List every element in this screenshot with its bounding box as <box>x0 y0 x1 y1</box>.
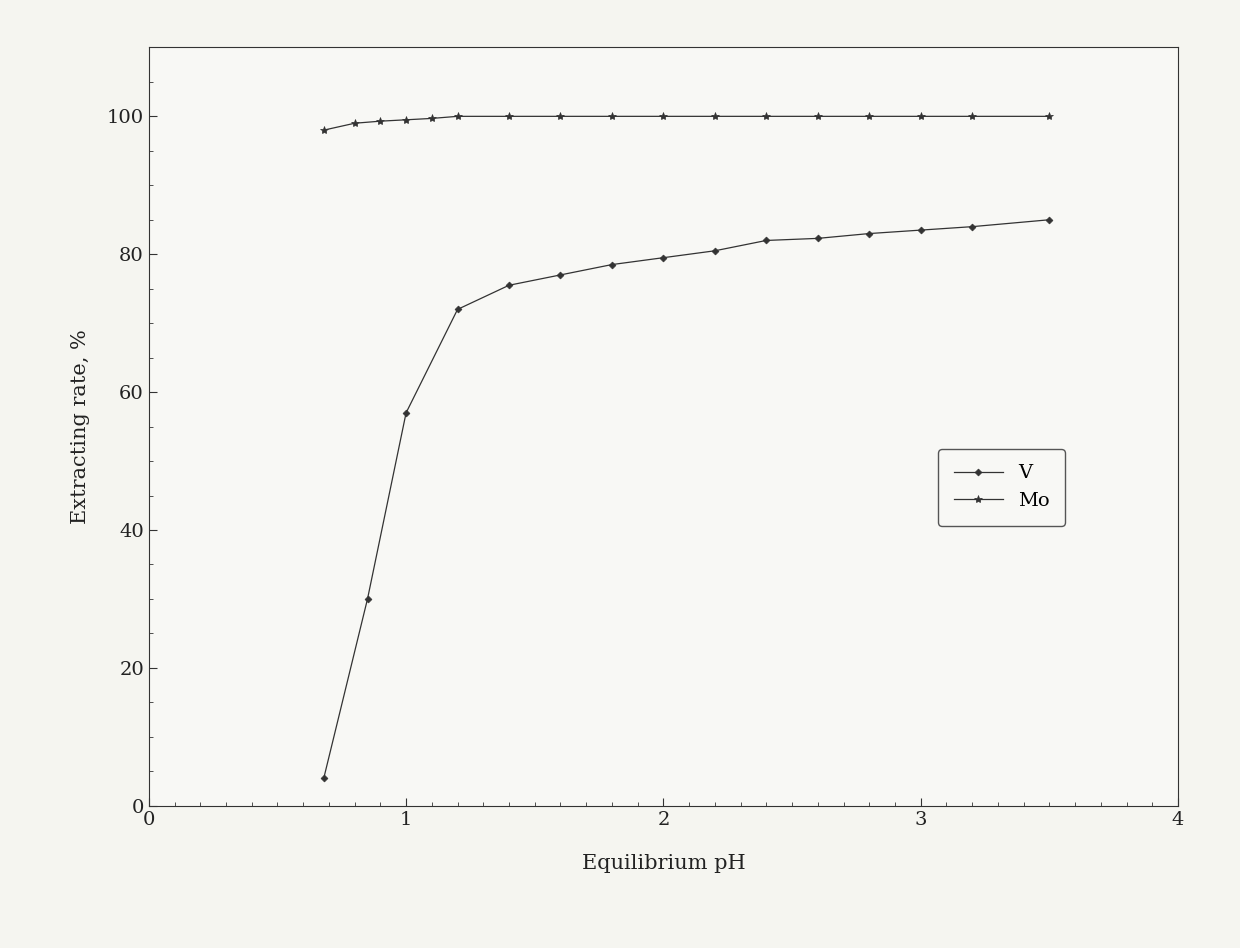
Mo <box>399 114 414 125</box>
Mo <box>1042 111 1056 122</box>
Line: V: V <box>321 217 1052 780</box>
X-axis label: Equilibrium pH: Equilibrium pH <box>582 853 745 873</box>
V <box>501 280 516 291</box>
V <box>605 259 620 270</box>
V <box>399 407 414 418</box>
Mo <box>553 111 568 122</box>
Mo <box>424 113 439 124</box>
Mo <box>862 111 877 122</box>
Legend: V, Mo: V, Mo <box>939 448 1065 526</box>
V <box>450 303 465 315</box>
V <box>360 593 374 605</box>
Mo <box>316 124 331 136</box>
Mo <box>811 111 826 122</box>
V <box>656 252 671 264</box>
Mo <box>501 111 516 122</box>
Mo <box>373 116 388 127</box>
V <box>707 246 722 257</box>
V <box>759 235 774 246</box>
V <box>913 225 928 236</box>
Mo <box>913 111 928 122</box>
Mo <box>450 111 465 122</box>
Mo <box>759 111 774 122</box>
Mo <box>605 111 620 122</box>
V <box>553 269 568 281</box>
Y-axis label: Extracting rate, %: Extracting rate, % <box>71 329 91 524</box>
V <box>811 232 826 244</box>
Mo <box>656 111 671 122</box>
V <box>316 773 331 784</box>
Mo <box>965 111 980 122</box>
Line: Mo: Mo <box>320 112 1054 135</box>
Mo <box>707 111 722 122</box>
V <box>862 228 877 239</box>
V <box>1042 214 1056 226</box>
V <box>965 221 980 232</box>
Mo <box>347 118 362 129</box>
